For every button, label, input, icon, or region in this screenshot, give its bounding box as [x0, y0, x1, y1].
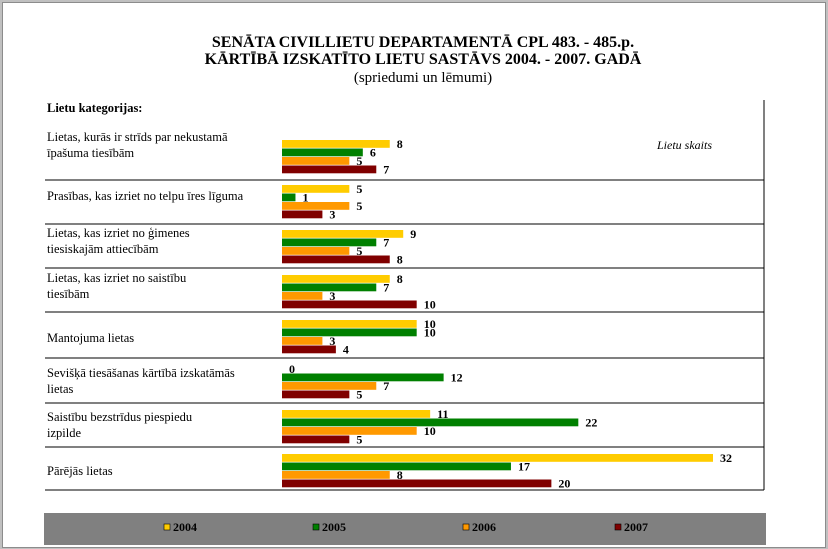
value-label-2004-cat-5: 10: [424, 317, 436, 331]
category-label-6-line-2: lietas: [47, 382, 74, 396]
value-label-2006-cat-3: 5: [356, 244, 362, 258]
bar-2006-cat-7: [282, 427, 417, 435]
value-label-2007-cat-6: 5: [356, 387, 362, 401]
value-label-2006-cat-4: 3: [329, 289, 335, 303]
bar-2007-cat-2: [282, 210, 323, 219]
value-label-2004-cat-2: 5: [356, 182, 362, 196]
bar-2006-cat-8: [282, 471, 390, 479]
bar-2006-cat-5: [282, 337, 323, 345]
bar-2005-cat-5: [282, 328, 417, 337]
category-label-1-line-1: Lietas, kurās ir strīds par nekustamā: [47, 130, 228, 144]
category-label-4-line-2: tiesībām: [47, 287, 90, 301]
bar-2005-cat-6: [282, 373, 444, 382]
bar-2007-cat-5: [282, 345, 336, 354]
bar-2004-cat-8: [282, 454, 713, 462]
legend-swatch-2005: [312, 523, 320, 531]
bar-2005-cat-1: [282, 148, 363, 157]
category-label-3-line-1: Lietas, kas izriet no ģimenes: [47, 226, 190, 240]
value-label-2007-cat-3: 8: [397, 252, 403, 266]
chart-title-line-2: KĀRTĪBĀ IZSKATĪTO LIETU SASTĀVS 2004. - …: [205, 50, 642, 68]
value-label-2007-cat-5: 4: [343, 342, 349, 356]
bar-2006-cat-2: [282, 202, 350, 210]
category-label-4-line-1: Lietas, kas izriet no saistību: [47, 271, 187, 285]
value-label-2004-cat-4: 8: [397, 272, 403, 286]
bar-2007-cat-4: [282, 300, 417, 309]
value-axis-caption: Lietu skaits: [656, 138, 712, 152]
legend-label-2007: 2007: [624, 520, 648, 534]
bar-2007-cat-6: [282, 390, 350, 399]
bar-2006-cat-3: [282, 247, 350, 255]
bar-2004-cat-5: [282, 320, 417, 328]
value-label-2007-cat-1: 7: [383, 162, 389, 176]
value-label-2007-cat-2: 3: [329, 207, 335, 221]
value-label-2004-cat-1: 8: [397, 137, 403, 151]
value-label-2007-cat-8: 20: [558, 476, 570, 490]
category-label-7-line-2: izpilde: [47, 426, 81, 440]
category-label-6-line-1: Sevišķā tiesāšanas kārtībā izskatāmās: [47, 366, 235, 380]
bar-2004-cat-7: [282, 410, 431, 418]
bar-2006-cat-4: [282, 292, 323, 300]
legend-swatch-2006: [462, 523, 470, 531]
category-label-8-line-1: Pārējās lietas: [47, 464, 113, 478]
value-label-2005-cat-7: 22: [585, 415, 597, 429]
bar-2007-cat-8: [282, 479, 552, 488]
bar-2007-cat-7: [282, 435, 350, 444]
bar-2005-cat-4: [282, 283, 377, 292]
legend-background: [44, 513, 766, 545]
value-label-2006-cat-5: 3: [329, 334, 335, 348]
category-label-2-line-1: Prasības, kas izriet no telpu īres līgum…: [47, 189, 244, 203]
value-label-2005-cat-2: 1: [302, 190, 308, 204]
category-heading: Lietu kategorijas:: [47, 101, 142, 115]
category-label-1-line-2: īpašuma tiesībām: [46, 146, 134, 160]
bar-2005-cat-2: [282, 193, 296, 202]
value-label-2005-cat-3: 7: [383, 235, 389, 249]
category-label-5-line-1: Mantojuma lietas: [47, 331, 134, 345]
legend-label-2006: 2006: [472, 520, 496, 534]
value-label-2006-cat-6: 7: [383, 379, 389, 393]
value-label-2006-cat-2: 5: [356, 199, 362, 213]
legend-label-2005: 2005: [322, 520, 346, 534]
bar-2005-cat-3: [282, 238, 377, 247]
value-label-2005-cat-8: 17: [518, 459, 530, 473]
value-label-2004-cat-3: 9: [410, 227, 416, 241]
bar-2007-cat-1: [282, 165, 377, 174]
bar-2004-cat-1: [282, 140, 390, 148]
value-label-2006-cat-8: 8: [397, 468, 403, 482]
legend-label-2004: 2004: [173, 520, 197, 534]
value-label-2004-cat-7: 11: [437, 407, 448, 421]
category-label-3-line-2: tiesiskajām attiecībām: [47, 242, 159, 256]
value-label-2005-cat-1: 6: [370, 145, 376, 159]
bar-2006-cat-6: [282, 382, 377, 390]
bar-2004-cat-4: [282, 275, 390, 283]
value-label-2006-cat-1: 5: [356, 154, 362, 168]
bar-2005-cat-8: [282, 462, 511, 471]
chart-title-line-1: SENĀTA CIVILLIETU DEPARTAMENTĀ CPL 483. …: [212, 33, 634, 51]
value-label-2007-cat-7: 5: [356, 432, 362, 446]
legend-swatch-2004: [163, 523, 171, 531]
bar-2007-cat-3: [282, 255, 390, 264]
value-label-2004-cat-6: 0: [289, 362, 295, 376]
bar-2005-cat-7: [282, 418, 579, 427]
chart-subtitle: (spriedumi un lēmumi): [354, 70, 492, 86]
category-label-7-line-1: Saistību bezstrīdus piespiedu: [47, 410, 193, 424]
value-label-2005-cat-4: 7: [383, 280, 389, 294]
value-label-2005-cat-6: 12: [451, 370, 463, 384]
bar-2006-cat-1: [282, 157, 350, 165]
value-label-2007-cat-4: 10: [424, 297, 436, 311]
value-label-2004-cat-8: 32: [720, 451, 732, 465]
legend-swatch-2007: [614, 523, 622, 531]
bar-2004-cat-2: [282, 185, 350, 193]
value-label-2005-cat-5: 10: [424, 325, 436, 339]
bar-2004-cat-3: [282, 230, 404, 238]
value-label-2006-cat-7: 10: [424, 424, 436, 438]
